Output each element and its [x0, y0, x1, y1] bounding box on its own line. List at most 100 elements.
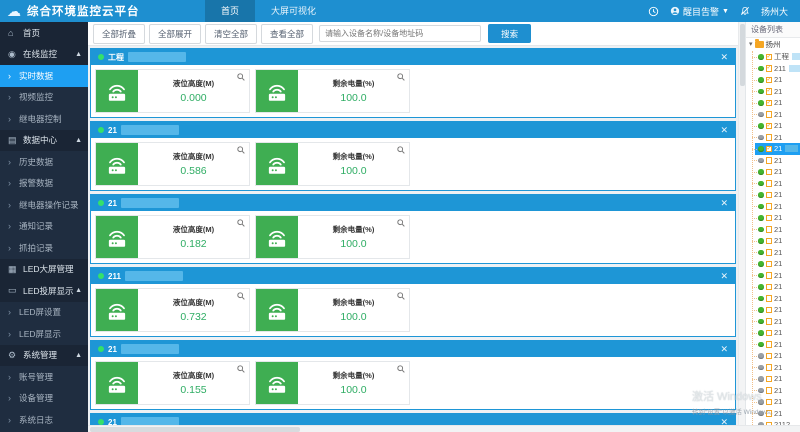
- device-tree-item[interactable]: 21: [752, 385, 800, 397]
- sidebar-item[interactable]: › 通知记录 ▲: [0, 216, 88, 238]
- device-checkbox[interactable]: [765, 249, 772, 256]
- sidebar-item[interactable]: ⚙ › 系统管理 ▲: [0, 344, 88, 366]
- sidebar-item[interactable]: › 视频监控 ▲: [0, 87, 88, 109]
- close-icon[interactable]: ✕: [720, 416, 728, 427]
- device-tree-item[interactable]: 21: [752, 189, 800, 201]
- sidebar-item[interactable]: ▦ › LED大屏管理 ▲: [0, 258, 88, 280]
- sidebar-item[interactable]: › 抓拍记录 ▲: [0, 237, 88, 259]
- device-checkbox[interactable]: [765, 398, 772, 405]
- device-tree-item[interactable]: 21: [752, 396, 800, 408]
- device-tree-item[interactable]: 21: [752, 86, 800, 98]
- device-tree-item[interactable]: 21: [752, 155, 800, 167]
- device-checkbox[interactable]: [765, 88, 772, 95]
- alarm-dropdown[interactable]: 醒目告警 ▼: [670, 5, 729, 18]
- device-checkbox[interactable]: [765, 214, 772, 221]
- magnifier-icon[interactable]: [397, 292, 405, 300]
- device-checkbox[interactable]: [765, 272, 772, 279]
- vertical-scrollbar[interactable]: [738, 22, 745, 432]
- device-checkbox[interactable]: [765, 375, 772, 382]
- device-checkbox[interactable]: [765, 283, 772, 290]
- device-checkbox[interactable]: [765, 410, 772, 417]
- device-tree-item[interactable]: 21: [752, 339, 800, 351]
- magnifier-icon[interactable]: [397, 73, 405, 81]
- device-tree-item[interactable]: 21: [752, 178, 800, 190]
- device-tree-item[interactable]: 21: [752, 408, 800, 420]
- magnifier-icon[interactable]: [397, 146, 405, 154]
- sidebar-item[interactable]: › 实时数据 ▲: [0, 65, 88, 87]
- device-checkbox[interactable]: [765, 122, 772, 129]
- sidebar-item[interactable]: ⌂ › 首页 ▲: [0, 22, 88, 44]
- device-tree-item[interactable]: 21: [752, 281, 800, 293]
- device-tree-item[interactable]: 21: [752, 97, 800, 109]
- device-tree-item[interactable]: 21: [752, 327, 800, 339]
- device-tree-item[interactable]: 21: [752, 224, 800, 236]
- device-checkbox[interactable]: [765, 168, 772, 175]
- top-nav-item[interactable]: 首页: [205, 0, 256, 22]
- tree-expander-icon[interactable]: ▾: [749, 41, 753, 48]
- sidebar-item[interactable]: › 历史数据 ▲: [0, 151, 88, 173]
- device-checkbox[interactable]: [765, 226, 772, 233]
- device-tree-item[interactable]: 21: [752, 270, 800, 282]
- close-icon[interactable]: ✕: [720, 270, 728, 281]
- sidebar-item[interactable]: › LED屏设置 ▲: [0, 302, 88, 324]
- device-checkbox[interactable]: [765, 237, 772, 244]
- magnifier-icon[interactable]: [237, 292, 245, 300]
- magnifier-icon[interactable]: [237, 146, 245, 154]
- device-checkbox[interactable]: [765, 387, 772, 394]
- close-icon[interactable]: ✕: [720, 343, 728, 354]
- device-tree-item[interactable]: 21: [752, 350, 800, 362]
- toolbar-button[interactable]: 清空全部: [205, 23, 258, 44]
- device-tree-item[interactable]: 21: [752, 304, 800, 316]
- device-checkbox[interactable]: [765, 295, 772, 302]
- magnifier-icon[interactable]: [237, 73, 245, 81]
- close-icon[interactable]: ✕: [720, 51, 728, 62]
- sidebar-item[interactable]: › 报警数据 ▲: [0, 173, 88, 195]
- device-tree-item[interactable]: 21: [752, 132, 800, 144]
- close-icon[interactable]: ✕: [720, 124, 728, 135]
- device-tree-item[interactable]: 21: [752, 362, 800, 374]
- username[interactable]: 扬州大: [760, 6, 788, 17]
- device-checkbox[interactable]: [765, 306, 772, 313]
- device-tree-item[interactable]: 21: [752, 316, 800, 328]
- sidebar-item[interactable]: › 继电器操作记录 ▲: [0, 194, 88, 216]
- device-checkbox[interactable]: [765, 157, 772, 164]
- device-checkbox[interactable]: [765, 191, 772, 198]
- top-nav-item[interactable]: 大屏可视化: [271, 6, 317, 16]
- device-tree-item[interactable]: 21: [752, 74, 800, 86]
- device-checkbox[interactable]: [765, 203, 772, 210]
- toolbar-button[interactable]: 全部折叠: [93, 23, 146, 44]
- horizontal-scrollbar[interactable]: [88, 425, 800, 432]
- magnifier-icon[interactable]: [397, 219, 405, 227]
- device-checkbox[interactable]: [765, 364, 772, 371]
- device-checkbox[interactable]: [765, 99, 772, 106]
- sidebar-item[interactable]: ▭ › LED投屏显示 ▲: [0, 280, 88, 302]
- magnifier-icon[interactable]: [237, 365, 245, 373]
- magnifier-icon[interactable]: [397, 365, 405, 373]
- device-tree-item[interactable]: 21: [752, 109, 800, 121]
- device-tree-item[interactable]: 21: [752, 212, 800, 224]
- device-tree-item[interactable]: 21: [752, 235, 800, 247]
- close-icon[interactable]: ✕: [720, 197, 728, 208]
- device-checkbox[interactable]: [765, 145, 772, 152]
- device-tree-item[interactable]: 21: [752, 201, 800, 213]
- device-tree-item[interactable]: 21: [752, 373, 800, 385]
- device-checkbox[interactable]: [765, 53, 772, 60]
- device-checkbox[interactable]: [765, 352, 772, 359]
- horizontal-scrollbar-thumb[interactable]: [90, 427, 300, 432]
- device-tree-item[interactable]: 21: [752, 120, 800, 132]
- magnifier-icon[interactable]: [237, 219, 245, 227]
- sidebar-item[interactable]: › 系统日志 ▲: [0, 409, 88, 431]
- clock-icon[interactable]: [648, 6, 659, 17]
- sidebar-item[interactable]: › 继电器控制 ▲: [0, 108, 88, 130]
- sidebar-item[interactable]: › 账号管理 ▲: [0, 366, 88, 388]
- device-checkbox[interactable]: [765, 318, 772, 325]
- sidebar-item[interactable]: › 设备管理 ▲: [0, 388, 88, 410]
- toolbar-button[interactable]: 全部展开: [149, 23, 202, 44]
- sidebar-item[interactable]: ▤ › 数据中心 ▲: [0, 129, 88, 151]
- sidebar-item[interactable]: › LED屏显示 ▲: [0, 323, 88, 345]
- device-checkbox[interactable]: [765, 111, 772, 118]
- device-checkbox[interactable]: [765, 329, 772, 336]
- device-search-input[interactable]: [319, 25, 482, 42]
- toolbar-button[interactable]: 查看全部: [261, 23, 314, 44]
- device-tree-item[interactable]: 21: [752, 247, 800, 259]
